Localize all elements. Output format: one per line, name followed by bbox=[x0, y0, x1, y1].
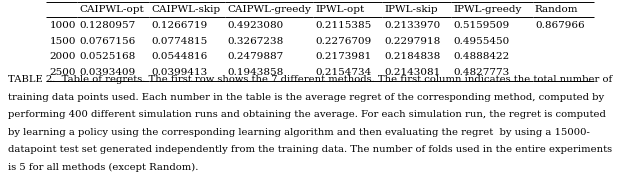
Text: by learning a policy using the corresponding learning algorithm and then evaluat: by learning a policy using the correspon… bbox=[8, 128, 589, 137]
Text: TABLE 2.  Table of regrets. The first row shows the 7 different methods. The fir: TABLE 2. Table of regrets. The first row… bbox=[8, 75, 612, 84]
Text: is 5 for all methods (except Random).: is 5 for all methods (except Random). bbox=[8, 163, 198, 172]
Text: training data points used. Each number in the table is the average regret of the: training data points used. Each number i… bbox=[8, 93, 604, 102]
Text: datapoint test set generated independently from the training data. The number of: datapoint test set generated independent… bbox=[8, 145, 612, 154]
Text: performing 400 different simulation runs and obtaining the average. For each sim: performing 400 different simulation runs… bbox=[8, 110, 605, 119]
